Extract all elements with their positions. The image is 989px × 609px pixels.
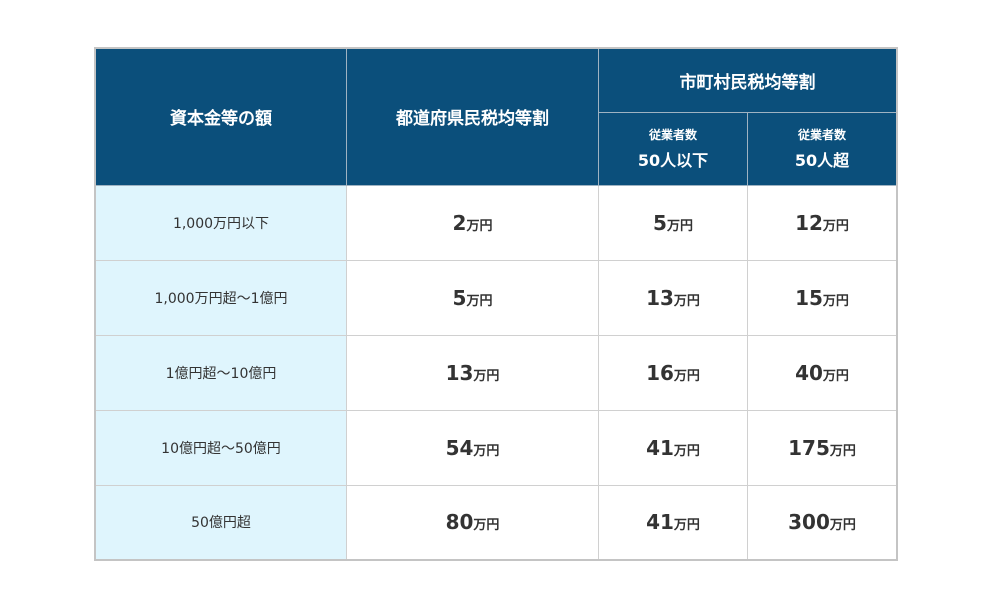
amount-unit: 万円 [666,218,693,234]
header-row: 資本金等の額 都道府県民税均等割 市町村民税均等割 [94,47,898,186]
muni_large-amount: 40万円 [747,334,898,411]
amount-unit: 万円 [673,368,700,384]
amount-number: 15 [795,285,823,310]
amount-unit: 万円 [822,218,849,234]
amount-number: 300 [788,510,830,535]
header-municipal: 市町村民税均等割 [598,47,898,113]
amount-number: 5 [452,285,467,310]
header-prefectural: 都道府県民税均等割 [346,47,599,186]
table-row: 1億円超～10億円 13万円 16万円 40万円 [94,334,898,411]
amount-number: 54 [445,435,474,460]
capital-label: 50億円超 [94,484,347,561]
prefectural-amount: 13万円 [346,334,599,411]
amount-unit: 万円 [822,368,849,384]
subheader-bottom: 50人超 [794,151,850,170]
capital-label: 10億円超～50億円 [94,409,347,486]
amount-unit: 万円 [473,368,500,384]
subheader-row: 従業者数 50人以下 従業者数 50人超 [95,111,898,186]
header-employees-over-50: 従業者数 50人超 [747,111,898,186]
muni_large-amount: 12万円 [747,184,898,261]
table-row: 10億円超～50億円 54万円 41万円 175万円 [94,409,898,486]
subheader-top: 従業者数 [797,128,846,142]
amount-unit: 万円 [473,518,500,534]
table-row: 50億円超 80万円 41万円 300万円 [94,484,898,561]
amount-number: 41 [646,435,674,460]
header-capital: 資本金等の額 [94,47,347,186]
amount-number: 40 [795,360,823,385]
muni_large-amount: 15万円 [747,259,898,336]
subheader-bottom: 50人以下 [637,151,709,170]
amount-unit: 万円 [673,293,700,309]
table-row: 1,000万円超～1億円 5万円 13万円 15万円 [94,259,898,336]
amount-unit: 万円 [673,518,700,534]
header-employees-50-or-less: 従業者数 50人以下 [598,111,748,186]
muni_small-amount: 16万円 [598,334,748,411]
tax-table: 資本金等の額 都道府県民税均等割 市町村民税均等割 従業者数 50人以下 従業者… [94,47,898,561]
amount-number: 41 [646,510,674,535]
capital-label: 1億円超～10億円 [94,334,347,411]
muni_small-amount: 41万円 [598,409,748,486]
amount-unit: 万円 [473,443,500,459]
amount-unit: 万円 [673,443,700,459]
amount-unit: 万円 [829,518,856,534]
prefectural-amount: 5万円 [346,259,599,336]
amount-number: 175 [788,435,830,460]
muni_small-amount: 13万円 [598,259,748,336]
amount-number: 16 [646,360,674,385]
capital-label: 1,000万円以下 [94,184,347,261]
muni_small-amount: 5万円 [598,184,748,261]
table-row: 1,000万円以下 2万円 5万円 12万円 [94,184,898,261]
muni_large-amount: 300万円 [747,484,898,561]
prefectural-amount: 2万円 [346,184,599,261]
table-body: 1,000万円以下 2万円 5万円 12万円 1,000万円超～1億円 5万円 13万円 15… [94,184,898,561]
amount-unit: 万円 [466,293,493,309]
amount-number: 13 [445,360,474,385]
capital-label: 1,000万円超～1億円 [94,259,347,336]
prefectural-amount: 54万円 [346,409,599,486]
amount-unit: 万円 [829,443,856,459]
amount-number: 12 [795,210,823,235]
muni_large-amount: 175万円 [747,409,898,486]
amount-number: 13 [646,285,674,310]
amount-number: 5 [653,210,667,235]
amount-number: 2 [452,210,467,235]
subheader-top: 従業者数 [648,128,697,142]
amount-unit: 万円 [822,293,849,309]
amount-unit: 万円 [466,218,493,234]
prefectural-amount: 80万円 [346,484,599,561]
amount-number: 80 [445,510,474,535]
muni_small-amount: 41万円 [598,484,748,561]
